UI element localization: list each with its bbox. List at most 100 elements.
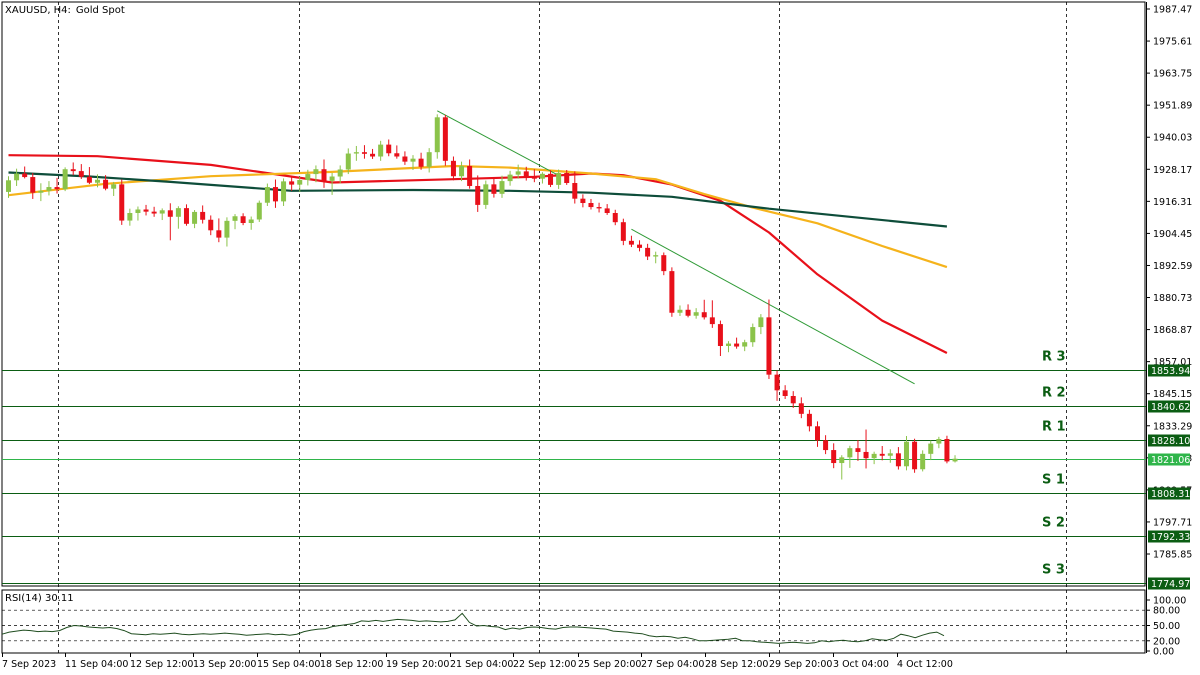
candle [604, 204, 610, 215]
candle-body [798, 403, 804, 414]
candle [111, 181, 117, 196]
candle-body [159, 210, 165, 214]
candle-body [248, 219, 254, 224]
symbol-description: Gold Spot [76, 5, 125, 16]
candle [337, 165, 343, 184]
price-tick-label: 1833.29 [1153, 421, 1192, 432]
candle-body [774, 374, 780, 391]
candle [531, 169, 537, 183]
candle [321, 159, 327, 188]
candle-body [119, 184, 125, 221]
candle-body [750, 327, 756, 343]
candle-body [483, 184, 489, 205]
candle [507, 170, 513, 186]
candle [450, 156, 456, 181]
candle-body [345, 153, 351, 170]
candle [289, 176, 295, 191]
candle [734, 337, 740, 349]
candle-body [912, 441, 918, 470]
candle-body [54, 187, 60, 190]
candle [912, 438, 918, 473]
candle-body [442, 117, 448, 161]
rsi-tick-label: 20.00 [1153, 636, 1180, 647]
rsi-tick-label: 50.00 [1153, 621, 1180, 632]
price-tick-label: 1797.71 [1153, 517, 1192, 528]
candle [887, 449, 893, 463]
pivot-level-label: S 2 [1042, 516, 1065, 531]
candle-body [459, 165, 465, 177]
price-tick-label: 1975.61 [1153, 37, 1192, 48]
candle-body [531, 177, 537, 179]
candle [612, 209, 618, 226]
candle-body [701, 312, 707, 318]
price-axis: 1987.47 1975.61 1963.75 1951.89 1940.03 1928.… [1146, 2, 1192, 653]
candle-body [329, 176, 335, 181]
candle [823, 435, 829, 455]
candle-body [240, 216, 246, 224]
candle [839, 455, 845, 480]
candle [863, 429, 869, 469]
candle-body [216, 230, 222, 238]
pivot-level-label: R 2 [1042, 386, 1066, 401]
candle [281, 178, 287, 206]
candle [855, 440, 861, 461]
candle [701, 299, 707, 320]
candle-body [143, 209, 149, 212]
candle-body [30, 177, 36, 193]
candle [54, 177, 60, 194]
candle-body [386, 144, 392, 154]
candle-body [94, 179, 100, 183]
candle [936, 436, 942, 449]
time-grid [58, 2, 1067, 653]
level-price-tag-text: 1853.94 [1151, 366, 1190, 377]
pivot-level-label: S 1 [1042, 473, 1065, 488]
candle-body [709, 317, 715, 325]
candle [653, 251, 659, 264]
candle [426, 148, 432, 173]
candle-body [297, 180, 303, 185]
candle-body [224, 220, 230, 238]
candle-body [726, 343, 732, 346]
level-price-tag [1148, 487, 1190, 500]
time-tick-label: 28 Sep 12:00 [705, 659, 768, 670]
price-tick-label: 1951.89 [1153, 101, 1192, 112]
time-axis: 7 Sep 2023 11 Sep 04:00 12 Sep 12:00 13 Sep… [2, 653, 953, 670]
time-tick-label: 22 Sep 12:00 [513, 659, 576, 670]
candle [386, 139, 392, 157]
candle-body [952, 458, 958, 462]
timeframe: H4: [54, 5, 71, 16]
candle [192, 210, 198, 229]
candle-body [588, 203, 594, 208]
candle-body [847, 448, 853, 458]
rsi-tick-label: 100.00 [1153, 596, 1186, 607]
candle [183, 204, 189, 226]
candle [944, 435, 950, 464]
candle-body [426, 152, 432, 167]
price-tick-label: 1880.73 [1153, 293, 1192, 304]
candle [895, 447, 901, 470]
candle [798, 397, 804, 419]
candle [572, 171, 578, 204]
time-tick-label: 7 Sep 2023 [2, 659, 56, 670]
candle-body [523, 171, 529, 178]
candle-body [361, 152, 367, 154]
candle [175, 206, 181, 229]
price-tick-label: 1892.59 [1153, 261, 1192, 272]
candle-body [86, 176, 92, 183]
candle-body [928, 443, 934, 454]
candle [442, 114, 448, 166]
candle [78, 164, 84, 179]
candle-body [612, 213, 618, 223]
candle-body [200, 211, 206, 220]
candle-body [895, 453, 901, 467]
candle [240, 213, 246, 226]
candle [402, 151, 408, 165]
level-price-tag-text: 1792.33 [1151, 532, 1190, 543]
candle [750, 323, 756, 347]
candle-body [831, 450, 837, 464]
candle [394, 145, 400, 159]
candle [871, 451, 877, 465]
time-tick-label: 12 Sep 12:00 [130, 659, 193, 670]
